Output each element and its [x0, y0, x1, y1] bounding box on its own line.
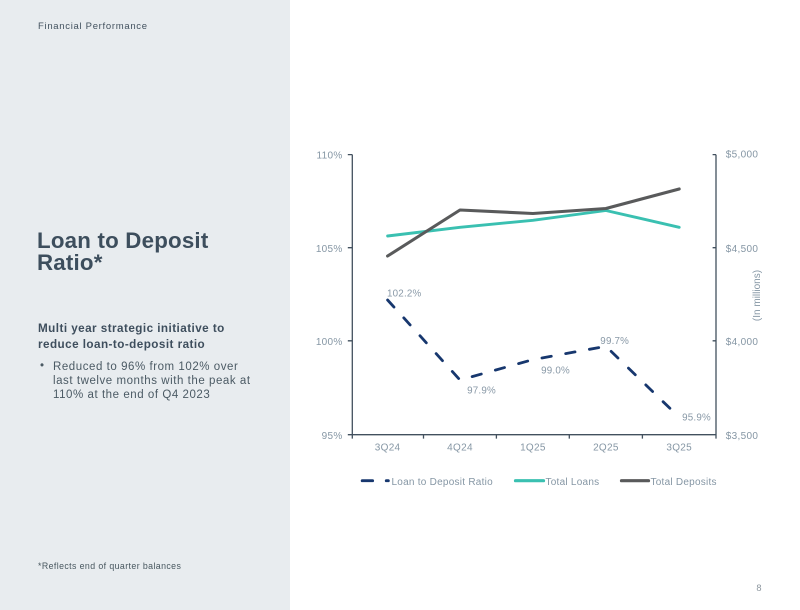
svg-text:97.9%: 97.9%: [467, 385, 496, 396]
svg-text:95%: 95%: [322, 431, 343, 442]
svg-text:95.9%: 95.9%: [682, 413, 711, 424]
svg-text:100%: 100%: [316, 337, 343, 348]
svg-text:Loan to Deposit Ratio: Loan to Deposit Ratio: [392, 477, 494, 488]
svg-text:2Q25: 2Q25: [593, 443, 619, 454]
svg-text:4Q24: 4Q24: [447, 443, 473, 454]
svg-text:$4,000: $4,000: [726, 337, 759, 348]
svg-text:105%: 105%: [316, 244, 343, 255]
svg-text:99.0%: 99.0%: [541, 365, 570, 376]
svg-text:3Q25: 3Q25: [666, 443, 692, 454]
svg-text:99.7%: 99.7%: [600, 336, 629, 347]
svg-text:$4,500: $4,500: [726, 244, 759, 255]
svg-text:$5,000: $5,000: [726, 149, 759, 160]
svg-text:Total Deposits: Total Deposits: [651, 477, 717, 488]
svg-text:102.2%: 102.2%: [387, 288, 422, 299]
svg-text:$3,500: $3,500: [726, 431, 759, 442]
svg-text:(In millions): (In millions): [752, 270, 763, 321]
svg-text:Total Loans: Total Loans: [546, 477, 600, 488]
svg-text:110%: 110%: [317, 151, 343, 162]
svg-text:3Q24: 3Q24: [375, 443, 401, 454]
svg-text:1Q25: 1Q25: [520, 443, 546, 454]
